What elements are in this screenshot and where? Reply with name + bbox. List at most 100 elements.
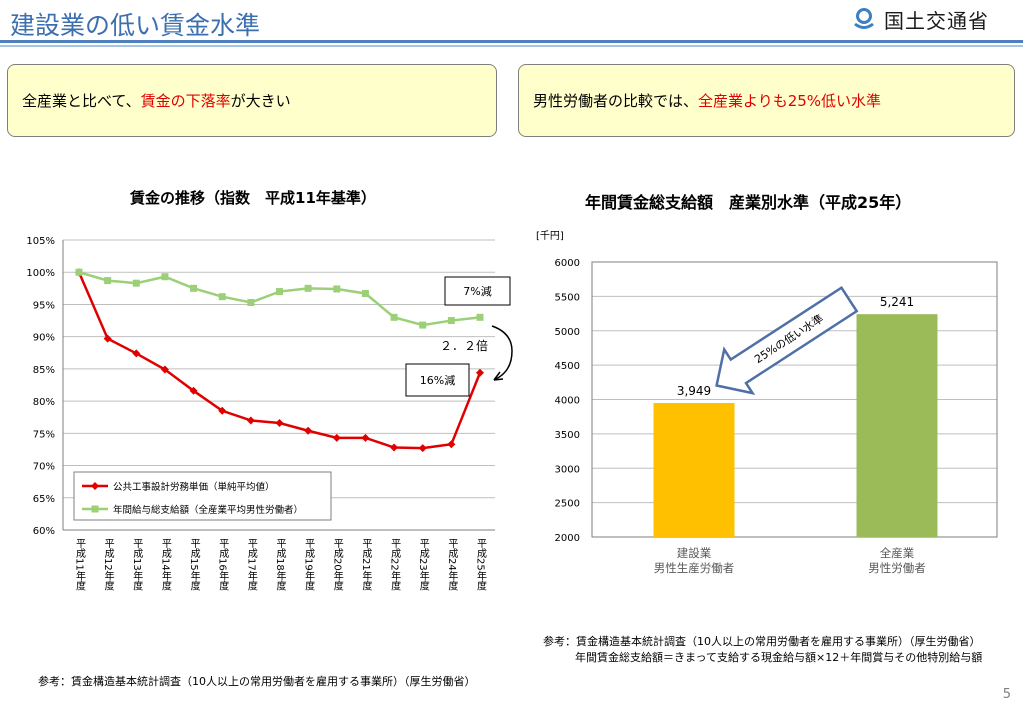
line-chart-y-tick-label: 100% [26,268,55,279]
bar-chart-y-tick-label: 3000 [555,464,580,475]
annotation-green-drop-box [444,276,511,306]
line-chart-y-tick-label: 60% [33,526,55,537]
bar-chart-unit-label: [千円] [536,230,564,242]
reference-left: 参考：賃金構造基本統計調査（10人以上の常用労働者を雇用する事業所）（厚生労働省… [38,675,476,688]
bar-chart-category-label: 建設業 [677,546,712,560]
reference-right-1: 参考：賃金構造基本統計調査（10人以上の常用労働者を雇用する事業所）（厚生労働省… [543,635,981,648]
annotation-green-drop: 7%減 [463,284,491,298]
line-chart-point [246,416,255,425]
line-chart-y-tick-label: 90% [33,333,55,344]
page-number: 5 [1002,687,1011,702]
line-chart-point [132,349,141,358]
line-chart-point [361,289,369,297]
line-chart-point [304,426,313,435]
line-chart-x-tick-label: 平成14年度 [159,538,171,592]
line-chart-x-tick-label: 平成18年度 [274,538,286,592]
bar-chart-y-tick-label: 4000 [555,396,580,407]
summary-left-text: 全産業と比べて、賃金の下落率が大きい [22,92,291,110]
line-chart-x-tick-label: 平成11年度 [74,538,86,592]
line-chart-point [275,419,284,428]
line-chart-point [332,433,341,442]
line-chart-x-tick-label: 平成25年度 [475,538,487,592]
bar-chart-y-tick-label: 2500 [555,499,580,510]
bar-chart-annotation-arrow: 25%の低い水準 [715,285,859,395]
line-chart-x-tick-label: 平成21年度 [360,538,372,592]
line-chart-point [476,368,484,377]
ministry-logo: 国土交通省 [852,6,989,33]
line-chart-point [189,386,198,395]
line-chart-point [476,313,484,321]
header-divider-light [0,45,1023,47]
annotation-red-drop-box [405,363,470,397]
bar-chart-y-tick-label: 5500 [555,292,580,303]
line-chart-point [161,273,169,281]
page-title: 建設業の低い賃金水準 [10,11,261,40]
legend-marker [91,505,99,513]
line-chart-y-tick-label: 65% [33,494,55,505]
bar-chart-y-tick-label: 6000 [555,258,580,269]
annotation-bracket-arrowhead [493,371,504,381]
bar-chart-y-tick-label: 5000 [555,327,580,338]
bar-chart-y-tick-label: 4500 [555,361,580,372]
line-chart-point [361,433,370,442]
line-chart-point [276,288,283,296]
bar-chart-value-label: 5,241 [880,295,914,309]
line-chart-x-tick-label: 平成12年度 [102,538,114,592]
summary-right-text: 男性労働者の比較では、全産業よりも25%低い水準 [533,92,882,110]
line-chart-y-tick-label: 105% [26,236,55,247]
line-chart-legend-box [73,471,332,521]
line-chart-y-tick-label: 80% [33,397,55,408]
bar-chart-title: 年間賃金総支給額 産業別水準（平成25年） [585,193,912,212]
line-chart-y-tick-label: 95% [33,300,55,311]
line-chart-title: 賃金の推移（指数 平成11年基準） [130,189,376,207]
reference-right-2: 年間賃金総支給額＝きまって支給する現金給与額×12＋年間賞与その他特別給与額 [575,651,983,664]
ministry-logo-icon [852,7,876,31]
line-chart-y-tick-label: 75% [33,429,55,440]
line-chart-point [218,406,227,415]
line-chart-point [419,321,427,329]
summary-box-left: 全産業と比べて、賃金の下落率が大きい [7,64,497,137]
legend-marker [91,482,99,490]
line-chart-point [75,268,83,276]
line-chart-x-tick-label: 平成22年度 [389,538,401,592]
line-chart-point [160,365,169,374]
ministry-logo-text: 国土交通省 [884,8,989,33]
annotation-arrow-shape [715,285,859,395]
line-chart-y-tick-label: 85% [33,365,55,376]
annotation-bracket-arrow [491,325,513,381]
annotation-ratio: ２．２倍 [440,338,488,353]
bar-chart-category-label: 男性生産労働者 [654,561,735,575]
bar-chart-bar [653,403,735,537]
bar-chart-plot-frame [591,261,998,538]
bar-chart-value-label: 3,949 [677,384,711,398]
line-chart-x-tick-label: 平成17年度 [245,538,257,592]
line-chart-point [390,313,398,321]
legend-label: 公共工事設計労務単価（単純平均値） [113,481,275,493]
line-chart-point [218,293,226,301]
bar-chart-y-tick-label: 2000 [555,533,580,544]
line-chart-x-tick-label: 平成20年度 [331,538,343,592]
line-chart-x-tick-label: 平成13年度 [131,538,143,592]
annotation-red-drop: 16%減 [420,373,455,387]
line-chart-point [304,284,312,292]
summary-box-right: 男性労働者の比較では、全産業よりも25%低い水準 [518,64,1015,137]
line-chart-x-tick-label: 平成16年度 [217,538,229,592]
bar-chart: [千円] 2000 2500 3000 3500 4000 4500 5000 5500 6000… [536,230,998,575]
line-chart-point [104,277,112,285]
line-chart-point [132,279,140,287]
line-chart-x-tick-label: 平成15年度 [188,538,200,592]
line-chart-point [333,285,341,293]
line-chart-x-tick-label: 平成19年度 [303,538,315,592]
bar-chart-bar [856,314,938,537]
line-chart: 60% 65% 70% 75% 80% 85% 90% 95% 100% 105% 平成11年度 平成… [26,236,513,592]
legend-label: 年間給与総支給額（全産業平均男性労働者） [113,504,303,516]
line-chart-point [418,444,427,453]
line-chart-point [447,440,456,449]
line-chart-point [447,317,455,325]
header-divider [0,40,1023,43]
line-chart-point [190,284,198,292]
line-chart-x-tick-label: 平成24年度 [446,538,458,592]
line-chart-point [390,443,399,452]
line-chart-point [247,299,255,307]
